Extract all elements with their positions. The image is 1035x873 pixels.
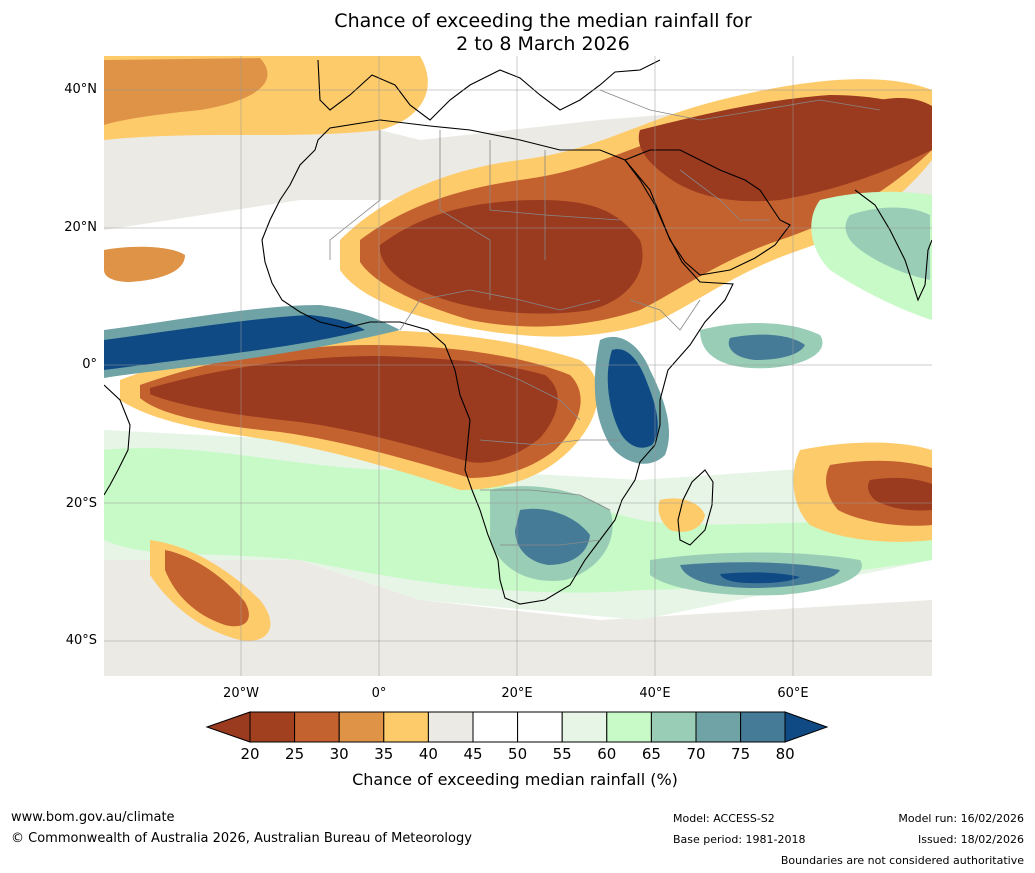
country-borders xyxy=(329,89,881,546)
colorbar-bin-55-60 xyxy=(561,711,608,743)
lat-label-20s: 20°S xyxy=(65,496,97,511)
probability-fields xyxy=(104,56,932,676)
border-2 xyxy=(439,130,491,300)
field-blue-southern-africa xyxy=(515,508,590,565)
field-darkorange-nw xyxy=(104,58,268,125)
colorbar-bin-25-30 xyxy=(294,711,340,743)
lat-label-40s: 40°S xyxy=(65,633,97,648)
europe-coastline xyxy=(317,59,661,121)
colorbar-tick-75: 75 xyxy=(731,745,751,763)
field-blue-indian-ocean xyxy=(728,334,805,360)
colorbar-bin-50-55 xyxy=(517,711,563,743)
border-4 xyxy=(544,150,621,221)
colorbar-tick-35: 35 xyxy=(374,745,394,763)
field-darkbrown-arabia xyxy=(638,95,932,202)
colorbar-tick-30: 30 xyxy=(329,745,349,763)
issued-date: Issued: 18/02/2026 xyxy=(917,833,1024,846)
website-link[interactable]: www.bom.gov.au/climate xyxy=(11,810,175,825)
map-title: Chance of exceeding the median rainfall … xyxy=(200,10,886,56)
colorbar-bin-35-40 xyxy=(383,711,429,743)
copyright-text: © Commonwealth of Australia 2026, Austra… xyxy=(11,831,472,846)
lat-label-equator: 0° xyxy=(82,357,97,372)
arabia-coastline xyxy=(624,149,791,276)
border-5 xyxy=(399,289,601,331)
border-11 xyxy=(679,169,770,221)
colorbar-tick-45: 45 xyxy=(463,745,483,763)
madagascar-coastline xyxy=(677,469,714,546)
field-darkbrown-congo xyxy=(150,356,558,463)
border-12 xyxy=(599,89,881,121)
colorbar-tick-60: 60 xyxy=(597,745,617,763)
field-darkbrown-northeast xyxy=(877,97,932,140)
colorbar-tick-40: 40 xyxy=(418,745,438,763)
field-blue-atlantic xyxy=(104,315,365,370)
border-6 xyxy=(469,359,581,421)
field-brown-south-atlantic xyxy=(165,550,249,627)
colorbar-tick-65: 65 xyxy=(641,745,661,763)
border-9 xyxy=(500,539,601,546)
lon-label-60e: 60°E xyxy=(777,686,809,701)
lon-label-0: 0° xyxy=(371,686,387,701)
colorbar-tick-70: 70 xyxy=(686,745,706,763)
colorbar-tick-25: 25 xyxy=(285,745,305,763)
lon-label-40e: 40°E xyxy=(639,686,671,701)
lat-label-20n: 20°N xyxy=(64,220,97,235)
model-name: Model: ACCESS-S2 xyxy=(673,812,775,825)
colorbar-bin-60-65 xyxy=(606,711,652,743)
field-darkbrown-east xyxy=(867,477,932,511)
lon-label-20e: 20°E xyxy=(501,686,533,701)
border-7 xyxy=(479,439,620,446)
colorbar-bin-70-75 xyxy=(695,711,742,743)
lon-label-20w: 20°W xyxy=(223,686,259,701)
field-darkbrown-sahara xyxy=(379,200,643,314)
field-orange-madagascar xyxy=(658,498,705,532)
colorbar-tick-55: 55 xyxy=(552,745,572,763)
border-10 xyxy=(629,299,701,331)
field-blue-east-africa xyxy=(607,349,658,448)
colorbar-tick-80: 80 xyxy=(775,745,795,763)
colorbar-bin-65-70 xyxy=(650,711,697,743)
field-orange-west-atlantic xyxy=(104,246,185,282)
colorbar-bin-45-50 xyxy=(472,711,519,743)
colorbar-bin-30-35 xyxy=(338,711,385,743)
graticule xyxy=(104,56,932,676)
border-1 xyxy=(329,130,381,260)
field-navy-south-indian-ocean xyxy=(720,572,800,584)
border-3 xyxy=(489,140,546,260)
africa-coastline xyxy=(261,119,734,605)
boundaries-disclaimer: Boundaries are not considered authoritat… xyxy=(780,854,1024,867)
title-line-1: Chance of exceeding the median rainfall … xyxy=(334,10,752,32)
map-plot-area xyxy=(104,56,932,676)
border-8 xyxy=(480,489,611,511)
coastlines xyxy=(104,59,932,605)
south-america-coastline xyxy=(104,384,131,496)
colorbar-bin-40-45 xyxy=(427,711,474,743)
colorbar-arrow-low xyxy=(205,711,251,743)
colorbar-tick-50: 50 xyxy=(508,745,528,763)
title-line-2: 2 to 8 March 2026 xyxy=(456,33,630,55)
lat-label-40n: 40°N xyxy=(64,82,97,97)
india-coastline xyxy=(854,189,932,302)
colorbar-label: Chance of exceeding median rainfall (%) xyxy=(352,770,678,789)
colorbar-bin-75-80 xyxy=(740,711,786,743)
colorbar-tick-20: 20 xyxy=(240,745,260,763)
colorbar-arrow-high xyxy=(784,711,829,743)
colorbar xyxy=(205,711,829,743)
colorbar-bin-20-25 xyxy=(249,711,296,743)
model-run-date: Model run: 16/02/2026 xyxy=(898,812,1024,825)
field-grey-south xyxy=(104,560,932,676)
field-teal-india xyxy=(845,207,930,280)
base-period: Base period: 1981-2018 xyxy=(673,833,806,846)
